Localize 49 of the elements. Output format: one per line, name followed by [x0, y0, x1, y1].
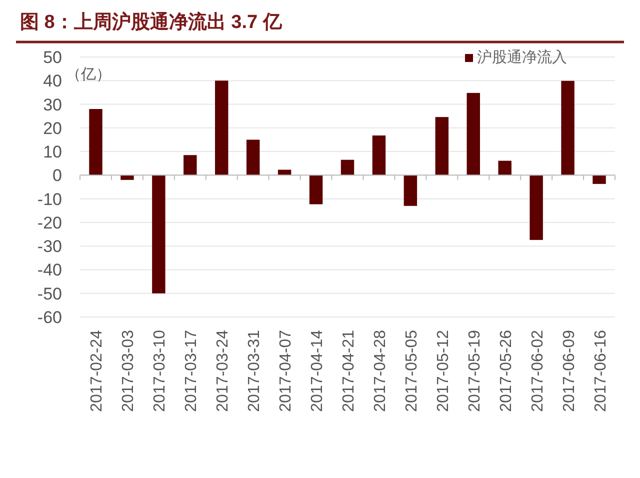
y-tick-label: -50 — [37, 284, 62, 304]
x-tick-label: 2017-03-17 — [183, 330, 200, 412]
bar — [404, 175, 418, 206]
chart-title: 图 8：上周沪股通净流出 3.7 亿 — [20, 11, 283, 33]
y-tick-label: 10 — [43, 142, 62, 162]
x-tick-label: 2017-03-03 — [120, 330, 138, 412]
bar — [592, 175, 606, 184]
bar — [246, 140, 260, 176]
y-tick-label: 50 — [43, 48, 62, 67]
bar — [89, 109, 102, 176]
bar — [435, 117, 449, 176]
y-tick-label: -30 — [37, 237, 62, 256]
x-tick-label: 2017-05-26 — [498, 330, 515, 412]
bar — [498, 160, 512, 176]
y-axis-title: （亿） — [66, 66, 111, 83]
bar — [466, 92, 480, 176]
x-tick-label: 2017-06-16 — [592, 330, 610, 412]
x-tick-label: 2017-03-10 — [152, 330, 169, 412]
x-tick-label: 2017-05-19 — [466, 330, 484, 412]
x-tick-label: 2017-04-07 — [278, 330, 295, 412]
y-tick-label: 30 — [43, 95, 62, 114]
legend-label: 沪股通净流入 — [477, 49, 567, 66]
y-tick-label: 40 — [43, 72, 62, 91]
y-tick-label: -40 — [37, 260, 62, 280]
x-tick-label: 2017-02-24 — [88, 330, 106, 412]
bar — [184, 155, 197, 176]
bar — [561, 80, 574, 176]
y-tick-label: 0 — [52, 166, 62, 186]
bar — [215, 80, 228, 176]
x-tick-label: 2017-03-31 — [246, 330, 264, 412]
bar — [278, 170, 292, 176]
y-tick-label: -60 — [37, 308, 62, 327]
bar — [372, 135, 386, 176]
x-tick-label: 2017-03-24 — [214, 330, 232, 412]
x-tick-label: 2017-05-12 — [434, 330, 452, 412]
y-tick-label: -10 — [37, 190, 62, 209]
x-tick-label: 2017-04-28 — [372, 330, 389, 412]
bar — [120, 175, 134, 180]
x-tick-label: 2017-06-09 — [560, 330, 578, 412]
x-tick-label: 2017-04-14 — [309, 330, 326, 412]
y-tick-label: -20 — [37, 213, 62, 232]
x-tick-label: 2017-06-02 — [529, 330, 546, 412]
x-tick-label: 2017-04-21 — [340, 330, 358, 412]
bar — [152, 175, 166, 294]
bar — [340, 160, 354, 176]
x-tick-label: 2017-05-05 — [403, 330, 420, 412]
y-tick-label: 20 — [43, 118, 62, 138]
bar — [530, 175, 543, 240]
bar — [309, 175, 323, 204]
